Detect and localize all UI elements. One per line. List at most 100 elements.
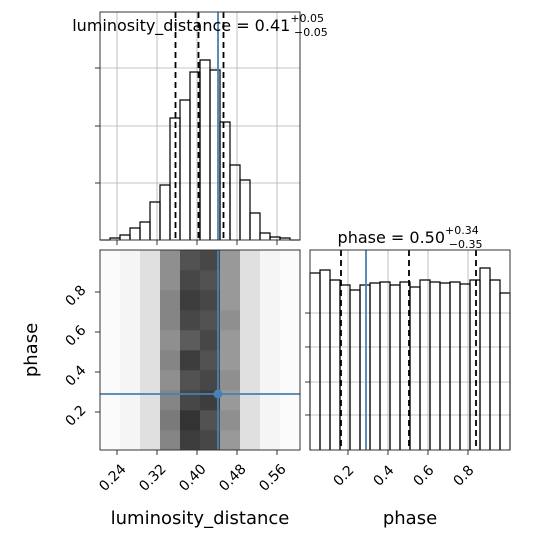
density-cell xyxy=(260,430,281,451)
title-main: phase = 0.50 xyxy=(338,228,445,247)
x-tick-label: 0.32 xyxy=(136,461,169,494)
density-cell xyxy=(120,430,141,451)
density-cell xyxy=(240,270,261,291)
density-cell xyxy=(220,290,241,311)
density-cell xyxy=(280,250,301,271)
density-cell xyxy=(260,310,281,331)
density-cell xyxy=(100,390,121,411)
density-cell xyxy=(100,310,121,331)
density-cell xyxy=(220,410,241,431)
histogram-step xyxy=(139,221,151,240)
y-tick-label: 0.8 xyxy=(62,282,89,309)
density-cell xyxy=(220,350,241,371)
density-cell xyxy=(240,350,261,371)
density-cell xyxy=(260,370,281,391)
x-tick-label: 0.40 xyxy=(176,461,209,494)
density-cell xyxy=(180,350,201,371)
density-cell xyxy=(160,370,181,391)
title-upper: +0.34 xyxy=(445,224,479,237)
density-cell xyxy=(260,330,281,351)
density-cell xyxy=(120,330,141,351)
density-cell xyxy=(220,330,241,351)
density-cell xyxy=(120,270,141,291)
density-cell xyxy=(100,410,121,431)
density-cell xyxy=(100,270,121,291)
histogram-step xyxy=(419,279,431,450)
density-cell xyxy=(160,430,181,451)
axes-frame xyxy=(309,249,511,451)
density-cell xyxy=(120,410,141,431)
histogram-step xyxy=(369,282,381,450)
density-cell xyxy=(180,310,201,331)
density-cell xyxy=(240,370,261,391)
density-cell xyxy=(160,310,181,331)
density-cell xyxy=(120,290,141,311)
axes-frame xyxy=(99,11,301,241)
x-axis-label: phase xyxy=(383,508,437,529)
density-cell xyxy=(180,290,201,311)
histogram-step xyxy=(489,279,501,450)
density-cell xyxy=(200,330,221,351)
density-cell xyxy=(220,370,241,391)
density-cell xyxy=(140,350,161,371)
density-cell xyxy=(200,290,221,311)
title-lower: −0.35 xyxy=(449,238,483,251)
histogram-step xyxy=(259,232,271,240)
histogram-step xyxy=(159,184,171,240)
histogram-step xyxy=(129,227,141,240)
density-cell xyxy=(220,430,241,451)
density-cell xyxy=(140,370,161,391)
density-cell xyxy=(160,410,181,431)
title-upper: +0.05 xyxy=(290,12,324,25)
density-cell xyxy=(180,430,201,451)
x-tick-label: 0.24 xyxy=(96,461,129,494)
density-cell xyxy=(240,310,261,331)
density-cell xyxy=(280,330,301,351)
histogram-step xyxy=(379,281,391,450)
y-axis-label: phase xyxy=(21,323,42,377)
histogram-step xyxy=(179,99,191,240)
density-cell xyxy=(260,410,281,431)
density-cell xyxy=(140,390,161,411)
density-cell xyxy=(180,270,201,291)
density-cell xyxy=(280,290,301,311)
axes-frame xyxy=(99,249,301,451)
histogram-step xyxy=(199,59,211,240)
density-cell xyxy=(260,350,281,371)
density-cell xyxy=(200,410,221,431)
histogram-step xyxy=(319,269,331,450)
density-cell xyxy=(140,310,161,331)
x-tick-label: 0.2 xyxy=(330,462,357,489)
density-cell xyxy=(140,250,161,271)
density-cell xyxy=(100,370,121,391)
x-tick-label: 0.56 xyxy=(256,461,289,494)
density-cell xyxy=(180,330,201,351)
density-cell xyxy=(220,270,241,291)
density-cell xyxy=(200,430,221,451)
density-cell xyxy=(260,270,281,291)
histogram-step xyxy=(119,234,131,240)
density-cell xyxy=(280,310,301,331)
histogram-step xyxy=(219,121,231,240)
density-cell xyxy=(260,390,281,411)
density-cell xyxy=(200,270,221,291)
density-cell xyxy=(160,270,181,291)
density-cell xyxy=(160,250,181,271)
histogram-step xyxy=(309,272,321,450)
density-cell xyxy=(260,250,281,271)
density-cell xyxy=(160,290,181,311)
density-cell xyxy=(200,310,221,331)
y-tick-label: 0.6 xyxy=(62,322,89,349)
histogram-step xyxy=(239,179,251,240)
density-cell xyxy=(220,310,241,331)
x-tick-label: 0.48 xyxy=(216,461,249,494)
density-cell xyxy=(240,390,261,411)
density-cell xyxy=(200,250,221,271)
title-lower: −0.05 xyxy=(294,26,328,39)
density-cell xyxy=(100,290,121,311)
histogram-step xyxy=(389,284,401,450)
density-cell xyxy=(280,390,301,411)
density-cell xyxy=(200,370,221,391)
density-cell xyxy=(280,430,301,451)
